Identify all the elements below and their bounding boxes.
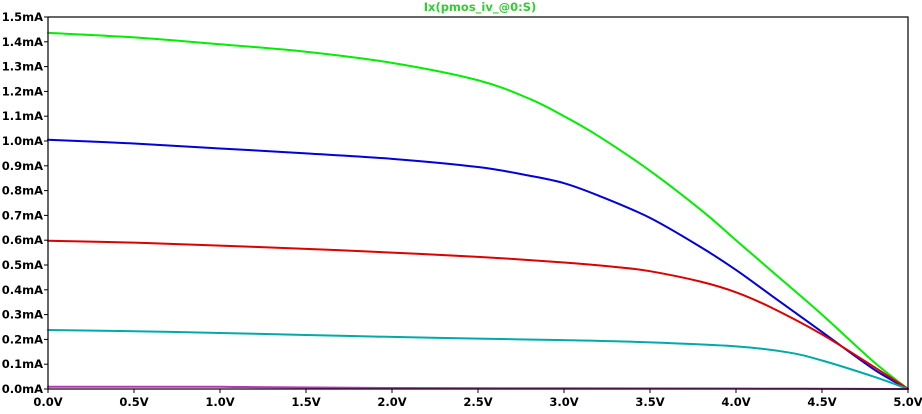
y-tick-label: 0.4mA xyxy=(2,283,43,297)
y-tick-label: 1.3mA xyxy=(2,60,43,74)
y-tick-label: 0.7mA xyxy=(2,208,43,222)
series-line-2 xyxy=(47,239,909,390)
x-tick-label: 5.0V xyxy=(893,395,922,409)
y-tick-label: 0.6mA xyxy=(2,233,43,247)
plot-frame xyxy=(47,16,909,390)
y-tick-label: 0.1mA xyxy=(2,357,43,371)
y-tick-label: 1.0mA xyxy=(2,134,43,148)
y-tick-label: 0.3mA xyxy=(2,308,43,322)
series-line-0 xyxy=(47,31,909,390)
y-tick-label: 1.2mA xyxy=(2,84,43,98)
y-tick-label: 0.8mA xyxy=(2,184,43,198)
y-tick-label: 0.9mA xyxy=(2,159,43,173)
x-tick-label: 1.0V xyxy=(205,395,234,409)
x-tick-label: 4.0V xyxy=(721,395,750,409)
y-tick-label: 1.1mA xyxy=(2,109,43,123)
series-layer xyxy=(47,31,909,390)
x-tick-label: 4.5V xyxy=(807,395,836,409)
y-tick-label: 1.5mA xyxy=(2,10,43,24)
x-tick-label: 3.0V xyxy=(549,395,578,409)
chart-title: Ix(pmos_iv_@0:S) xyxy=(424,0,537,15)
series-line-1 xyxy=(47,138,909,390)
axis-layer: 0.0V 0.5V 1.0V 1.5V 2.0V 2.5V 3.0V 3.5V 4.0V 4.5V… xyxy=(2,10,922,409)
x-tick-label: 0.5V xyxy=(119,395,148,409)
y-tick-label: 0.0mA xyxy=(2,382,43,396)
y-tick-label: 0.2mA xyxy=(2,332,43,346)
series-line-3 xyxy=(47,328,909,390)
y-tick-label: 1.4mA xyxy=(2,35,43,49)
x-tick-label: 1.5V xyxy=(291,395,320,409)
x-tick-label: 3.5V xyxy=(635,395,664,409)
x-tick-label: 0.0V xyxy=(33,395,62,409)
x-tick-label: 2.0V xyxy=(377,395,406,409)
x-tick-label: 2.5V xyxy=(463,395,492,409)
y-tick-label: 0.5mA xyxy=(2,258,43,272)
